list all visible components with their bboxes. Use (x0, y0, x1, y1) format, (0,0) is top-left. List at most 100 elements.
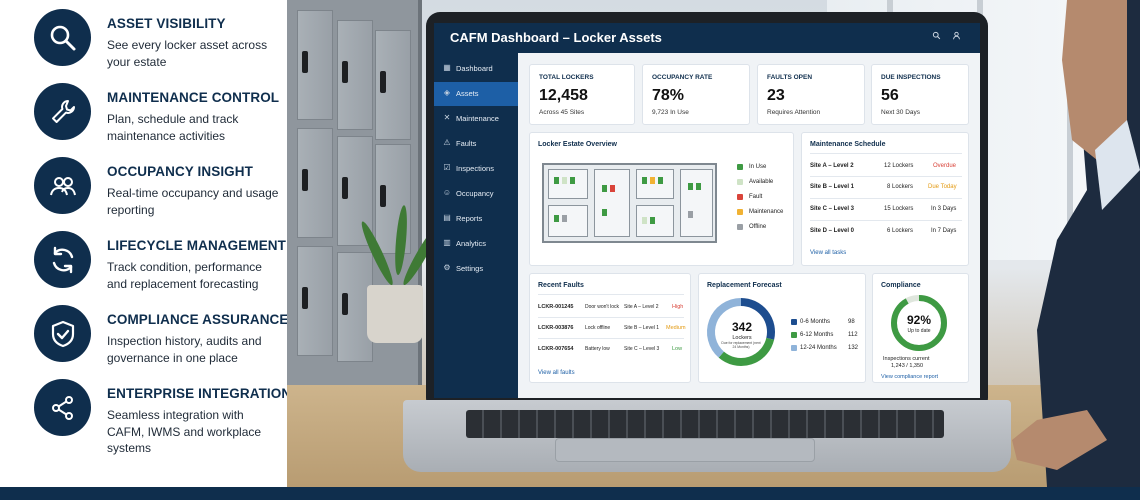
kpi-subtext: 9,723 In Use (652, 109, 689, 116)
view-all-faults-link[interactable]: View all faults (538, 370, 575, 376)
trackpad (555, 438, 815, 462)
wrench-icon (34, 83, 91, 140)
document-icon: ▤ (443, 213, 451, 222)
legend-swatch (737, 224, 743, 230)
nav-label: Inspections (456, 164, 494, 173)
fault-id[interactable]: LCKR-001245 (538, 304, 574, 310)
kpi-due-inspections[interactable]: DUE INSPECTIONS 56 Next 30 Days (871, 64, 969, 125)
compliance-status: Up to date (907, 328, 931, 334)
locker-door (337, 20, 373, 130)
feature-title: LIFECYCLE MANAGEMENT (107, 238, 286, 253)
legend-label: In Use (749, 164, 767, 170)
feature-description: Plan, schedule and track maintenance act… (107, 112, 239, 143)
divider (810, 220, 962, 221)
schedule-status: Due Today (928, 184, 957, 190)
locker-door (297, 128, 333, 238)
feature-description: Seamless integration with CAFM, IWMS and… (107, 408, 262, 455)
grid-icon: ▦ (443, 63, 451, 72)
legend-swatch (791, 332, 797, 338)
nav-label: Assets (456, 89, 479, 98)
legend-label: Maintenance (749, 209, 784, 215)
feature-enterprise-integration: ENTERPRISE INTEGRATION Seamless integrat… (0, 370, 291, 455)
schedule-status: Overdue (933, 163, 957, 169)
fault-site: Site C – Level 3 (624, 346, 660, 352)
lock-icon (302, 51, 308, 73)
nav-item-settings[interactable]: ⚙ Settings (434, 257, 518, 281)
wrench-icon: ✕ (443, 113, 451, 122)
schedule-site: Site C – Level 3 (810, 206, 855, 212)
users-icon (34, 157, 91, 214)
locker-estate-overview: Locker Estate Overview In U (529, 132, 794, 266)
fault-id[interactable]: LCKR-003876 (538, 325, 574, 331)
replacement-forecast: Replacement Forecast 342 Lockers Due for… (698, 273, 866, 383)
dashboard-title: CAFM Dashboard – Locker Assets (450, 30, 662, 45)
feature-description: Real-time occupancy and usage reporting (107, 186, 279, 217)
forecast-period: 12-24 Months (800, 345, 837, 351)
locker-cell (562, 177, 567, 184)
feature-panel: ASSET VISIBILITY See every locker asset … (0, 0, 291, 487)
nav-item-assets[interactable]: ◈ Assets (434, 82, 518, 106)
locker-cell (610, 185, 615, 192)
search-icon[interactable] (930, 31, 942, 43)
forecast-segment-2[interactable] (707, 298, 742, 358)
kpi-label: TOTAL LOCKERS (539, 74, 594, 81)
schedule-status: In 7 Days (931, 228, 957, 234)
locker-cell (562, 215, 567, 222)
dashboard-header: CAFM Dashboard – Locker Assets (434, 23, 980, 53)
floor-room (680, 169, 713, 237)
nav-item-inspections[interactable]: ☑ Inspections (434, 157, 518, 181)
view-all-tasks-link[interactable]: View all tasks (810, 250, 847, 256)
floor-plan[interactable] (542, 163, 717, 243)
legend-swatch (737, 164, 743, 170)
users-icon: ☺ (442, 188, 452, 197)
locker-door (375, 30, 411, 140)
forecast-segment-0[interactable] (740, 298, 775, 340)
compliance-card: Compliance 92% Up to date Inspections cu… (872, 273, 969, 383)
nav-item-maintenance[interactable]: ✕ Maintenance (434, 107, 518, 131)
feature-asset-visibility: ASSET VISIBILITY See every locker asset … (0, 0, 287, 74)
nav-item-reports[interactable]: ▤ Reports (434, 207, 518, 231)
forecast-total: 342 (731, 320, 753, 334)
divider (538, 338, 684, 339)
nav-item-analytics[interactable]: ▥ Analytics (434, 232, 518, 256)
nav-label: Faults (456, 139, 477, 148)
kpi-value: 56 (881, 87, 899, 104)
nav-item-faults[interactable]: ⚠ Faults (434, 132, 518, 156)
feature-title: ENTERPRISE INTEGRATION (107, 386, 292, 401)
forecast-count: 132 (848, 345, 859, 351)
floor-room (594, 169, 630, 237)
forecast-donut-chart[interactable] (705, 296, 777, 368)
kpi-faults-open[interactable]: FAULTS OPEN 23 Requires Attention (757, 64, 865, 125)
plant-pot (367, 285, 423, 343)
locker-cell (696, 183, 701, 190)
legend-label: Offline (749, 224, 767, 230)
legend-swatch (737, 179, 743, 185)
card-title: Compliance (881, 282, 921, 289)
lock-icon (380, 71, 386, 93)
locker-door (297, 10, 333, 120)
compliance-ring-chart[interactable] (890, 294, 948, 352)
cube-icon: ◈ (443, 88, 451, 97)
nav-item-dashboard[interactable]: ▦ Dashboard (434, 57, 518, 81)
nav-item-occupancy[interactable]: ☺ Occupancy (434, 182, 518, 206)
kpi-total-lockers[interactable]: TOTAL LOCKERS 12,458 Across 45 Sites (529, 64, 635, 125)
kpi-occupancy-rate[interactable]: OCCUPANCY RATE 78% 9,723 In Use (642, 64, 750, 125)
feature-description: See every locker asset across your estat… (107, 38, 268, 69)
gear-icon: ⚙ (443, 263, 451, 272)
fault-priority: Medium (666, 325, 686, 331)
legend-label: Available (749, 179, 774, 185)
fault-id[interactable]: LCKR-007654 (538, 346, 574, 352)
user-icon[interactable] (950, 31, 962, 43)
locker-cell (554, 215, 559, 222)
compliance-caption: Inspections current (883, 356, 930, 362)
locker-cell (642, 217, 647, 224)
fault-issue: Lock offline (585, 325, 611, 331)
floor-room (636, 169, 674, 199)
feature-title: OCCUPANCY INSIGHT (107, 164, 253, 179)
forecast-segment-1[interactable] (718, 337, 775, 366)
view-compliance-report-link[interactable]: View compliance report (881, 374, 939, 380)
fault-issue: Battery low (585, 346, 610, 352)
feature-description: Inspection history, audits and governanc… (107, 334, 262, 365)
forecast-total-label: Lockers (732, 335, 752, 341)
fault-site: Site B – Level 1 (624, 325, 660, 331)
